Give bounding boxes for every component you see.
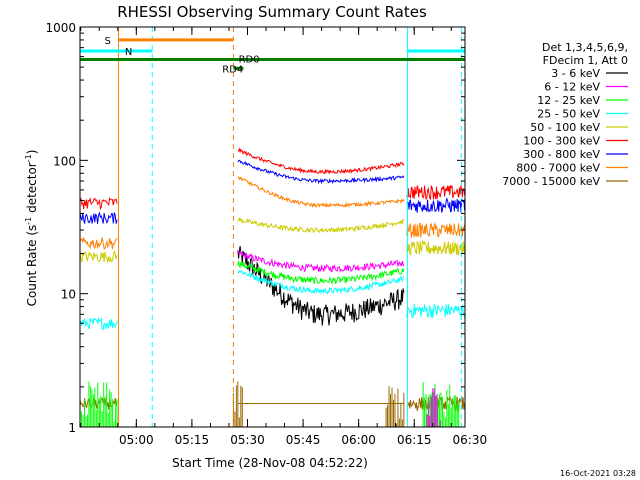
series-0 bbox=[237, 245, 405, 326]
series-6-post bbox=[406, 197, 466, 213]
legend-label: 800 - 7000 keV bbox=[516, 162, 600, 175]
series-7-post bbox=[406, 222, 466, 238]
series-5 bbox=[79, 147, 466, 211]
legend-header-2: FDecim 1, Att 0 bbox=[543, 54, 628, 67]
series-5-main bbox=[237, 147, 405, 175]
chart-title: RHESSI Observing Summary Count Rates bbox=[117, 3, 427, 21]
flag-label-2: RD0 bbox=[239, 55, 260, 66]
x-tick-label: 05:30 bbox=[230, 433, 265, 447]
x-tick-label: 05:00 bbox=[119, 433, 154, 447]
x-tick-label: 06:15 bbox=[397, 433, 432, 447]
series-3-pre bbox=[79, 317, 118, 330]
footer-date: 16-Oct-2021 03:28 bbox=[560, 469, 636, 478]
series-layer bbox=[79, 147, 466, 427]
series-3-main bbox=[237, 269, 405, 295]
legend-label: 50 - 100 keV bbox=[530, 121, 600, 134]
flag-label-0: S bbox=[105, 36, 111, 47]
legend-label: 6 - 12 keV bbox=[544, 81, 600, 94]
legend-label: 100 - 300 keV bbox=[523, 135, 600, 148]
axis-layer: 05:00 05:15 05:30 05:45 06:00 06:15 06:30 1 10 10… bbox=[45, 21, 487, 447]
x-tick-label: 05:15 bbox=[175, 433, 210, 447]
y-tick-label: 10 bbox=[61, 288, 76, 302]
legend-label: 25 - 50 keV bbox=[537, 108, 600, 121]
series-3 bbox=[79, 269, 466, 330]
legend-label: 3 - 6 keV bbox=[551, 67, 600, 80]
series-4-main bbox=[237, 216, 405, 234]
x-axis-label: Start Time (28-Nov-08 04:52:22) bbox=[172, 456, 368, 470]
series-2-main bbox=[237, 260, 405, 285]
series-4-pre bbox=[79, 249, 118, 263]
series-7-pre bbox=[79, 237, 118, 250]
series-5-post bbox=[406, 184, 466, 200]
flag-label-1: N bbox=[125, 47, 132, 58]
y-tick-label: 1 bbox=[68, 421, 76, 435]
series-6-main bbox=[237, 159, 405, 185]
legend-label: 12 - 25 keV bbox=[537, 94, 600, 107]
x-tick-label: 06:00 bbox=[341, 433, 376, 447]
series-4 bbox=[79, 216, 466, 263]
legend-label: 300 - 800 keV bbox=[523, 148, 600, 161]
x-tick-label: 06:30 bbox=[453, 433, 488, 447]
series-4-post bbox=[406, 240, 466, 256]
series-6 bbox=[79, 159, 466, 224]
legend-label: 7000 - 15000 keV bbox=[502, 175, 600, 188]
series-0-main bbox=[237, 245, 405, 326]
x-tick-label: 05:45 bbox=[286, 433, 321, 447]
series-3-post bbox=[406, 303, 466, 319]
y-tick-label: 100 bbox=[53, 154, 76, 168]
y-tick-label: 1000 bbox=[45, 21, 76, 35]
series-8 bbox=[79, 395, 466, 412]
series-1 bbox=[237, 249, 405, 273]
series-7-main bbox=[237, 176, 405, 209]
series-5-pre bbox=[79, 196, 118, 211]
legend-header-1: Det 1,3,4,5,6,9, bbox=[542, 41, 628, 54]
baseline-spikes bbox=[79, 381, 460, 427]
series-2 bbox=[237, 260, 405, 285]
series-7 bbox=[79, 176, 466, 250]
series-6-pre bbox=[79, 211, 118, 224]
plot-frame bbox=[79, 26, 466, 428]
flag-label-3: RD4 bbox=[222, 64, 243, 75]
y-axis-label: Count Rate (s-1 detector-1) bbox=[24, 150, 39, 307]
series-1-main bbox=[237, 249, 405, 273]
